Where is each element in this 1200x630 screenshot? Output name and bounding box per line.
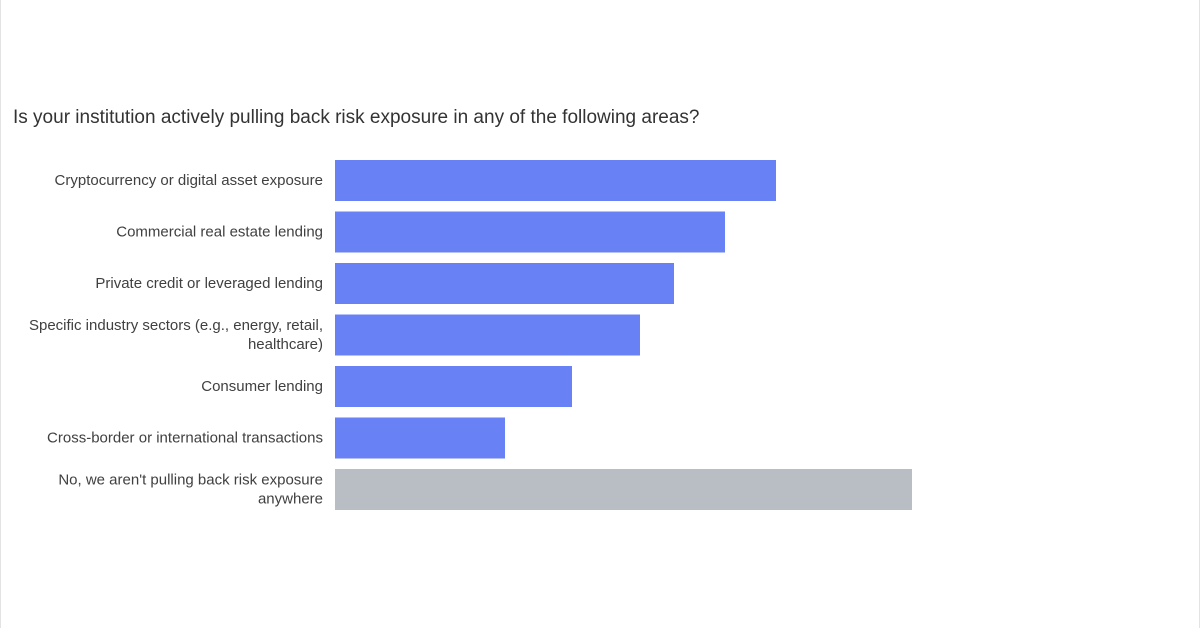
category-label-3-line-0: Specific industry sectors (e.g., energy,… [29,317,323,334]
category-label-4: Consumer lending [201,378,323,395]
category-label-6-line-0: No, we aren't pulling back risk exposure [58,472,323,489]
category-label-5: Cross-border or international transactio… [47,430,323,447]
category-labels: Cryptocurrency or digital asset exposure… [29,172,323,508]
bar-4 [335,366,572,407]
category-label-0: Cryptocurrency or digital asset exposure [55,172,323,189]
chart-title: Is your institution actively pulling bac… [13,107,700,128]
category-label-3-line-1: healthcare) [248,336,323,353]
bars-group [335,160,912,510]
bar-2 [335,263,674,304]
bar-0 [335,160,776,201]
bar-5 [335,417,505,459]
category-label-1: Commercial real estate lending [116,224,323,241]
category-label-6-line-1: anywhere [258,491,323,508]
category-label-2: Private credit or leveraged lending [95,275,323,292]
bar-3 [335,314,640,356]
bar-6 [335,469,912,510]
bar-1 [335,211,725,253]
